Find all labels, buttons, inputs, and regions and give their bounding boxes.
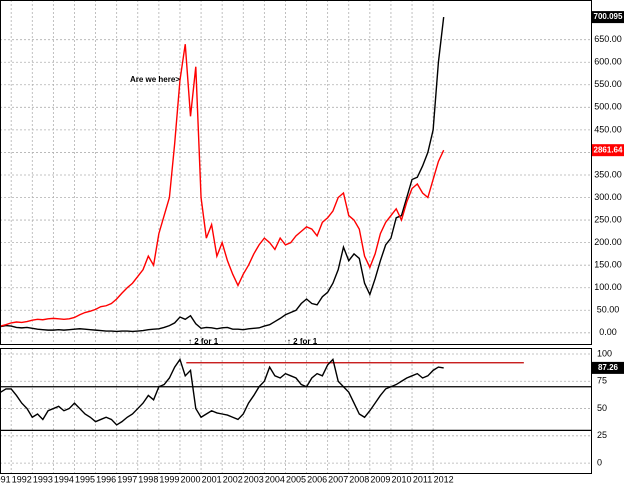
- x-axis: 1991199219931994199519961997199819992000…: [0, 474, 454, 484]
- y-tick-label: 50.00: [597, 305, 620, 315]
- x-tick-label: 2011: [413, 474, 432, 484]
- x-tick-label: 2000: [180, 474, 200, 484]
- annotation: ↑ 2 for 1: [188, 337, 219, 346]
- x-tick-label: 1992: [12, 474, 32, 484]
- x-tick-label: 1996: [96, 474, 116, 484]
- x-tick-label: 1994: [54, 474, 74, 484]
- series-line: [0, 357, 444, 426]
- x-tick-label: 2001: [202, 474, 222, 484]
- plot-area: [0, 348, 592, 474]
- y-tick-label: 50: [597, 403, 607, 413]
- value-tag: [592, 144, 624, 157]
- x-tick-label: 2004: [265, 474, 285, 484]
- x-tick-label: 2005: [286, 474, 306, 484]
- y-tick-label: 200.00: [594, 237, 622, 247]
- x-tick-label: 1995: [75, 474, 95, 484]
- x-tick-label: 2012: [434, 474, 454, 484]
- y-tick-label: 650.00: [594, 34, 622, 44]
- value-tag-label: 700.095: [594, 12, 623, 21]
- annotation: Are we here>: [130, 75, 180, 84]
- y-tick-label: 100: [597, 348, 612, 358]
- series-line: [0, 44, 445, 327]
- x-tick-label: 2002: [223, 474, 243, 484]
- series-line: [0, 17, 445, 333]
- y-tick-label: 550.00: [594, 79, 622, 89]
- x-tick-label: 2003: [244, 474, 264, 484]
- y-tick-label: 0: [597, 457, 602, 467]
- y-tick-label: 75: [597, 376, 607, 386]
- y-tick-label: 0.00: [599, 327, 617, 337]
- panel-border: [0, 348, 592, 474]
- x-tick-label: 1991: [0, 474, 11, 484]
- x-tick-label: 1997: [117, 474, 137, 484]
- y-tick-label: 25: [597, 430, 607, 440]
- panel-border: [0, 0, 592, 345]
- x-tick-label: 2010: [391, 474, 411, 484]
- x-tick-label: 2009: [370, 474, 390, 484]
- y-tick-label: 100.00: [594, 282, 622, 292]
- y-tick-label: 300.00: [594, 192, 622, 202]
- value-tag-label: 2861.64: [594, 145, 623, 154]
- x-tick-label: 2008: [349, 474, 369, 484]
- plot-area: [0, 0, 592, 345]
- y-tick-label: 600.00: [594, 57, 622, 67]
- y-tick-label: 450.00: [594, 124, 622, 134]
- y-tick-label: 250.00: [594, 214, 622, 224]
- y-tick-label: 500.00: [594, 102, 622, 112]
- y-tick-label: 150.00: [594, 260, 622, 270]
- value-tag: [592, 361, 624, 374]
- x-tick-label: 1993: [33, 474, 53, 484]
- x-tick-label: 2006: [307, 474, 327, 484]
- x-tick-label: 2007: [328, 474, 348, 484]
- value-tag-label: 87.26: [598, 363, 619, 372]
- x-tick-label: 1999: [159, 474, 179, 484]
- x-tick-label: 1998: [138, 474, 158, 484]
- y-tick-label: 350.00: [594, 169, 622, 179]
- value-tag: [592, 11, 624, 24]
- annotation: ↑ 2 for 1: [287, 337, 318, 346]
